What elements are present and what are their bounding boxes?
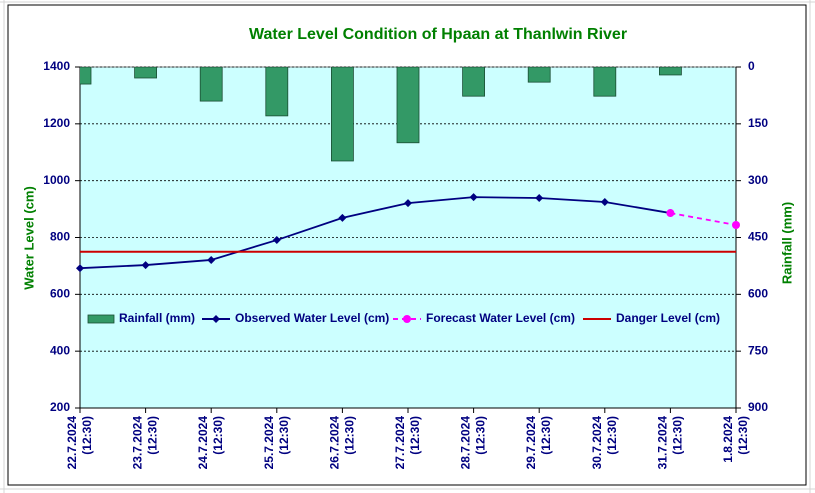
- bar: [265, 67, 289, 117]
- y2-tick-label: 750: [748, 343, 768, 357]
- legend-marker: [212, 315, 220, 323]
- marker: [338, 213, 347, 222]
- chart-title: Water Level Condition of Hpaan at Thanlw…: [249, 26, 627, 43]
- x-tick-label: 23.7.2024(12:30): [131, 416, 160, 470]
- x-tick-label: 31.7.2024(12:30): [656, 416, 685, 470]
- bar: [527, 67, 551, 83]
- bar: [659, 67, 682, 76]
- y2-tick-label: 600: [748, 287, 768, 301]
- y-tick-label: 1400: [43, 59, 70, 73]
- legend-label: Observed Water Level (cm): [235, 311, 389, 325]
- marker: [272, 236, 281, 245]
- x-tick-label: 29.7.2024(12:30): [524, 416, 553, 470]
- x-tick-label: 27.7.2024(12:30): [393, 416, 422, 470]
- legend-label: Rainfall (mm): [119, 311, 195, 325]
- x-tick-label: 25.7.2024(12:30): [262, 416, 291, 470]
- bar: [396, 67, 420, 144]
- legend-swatch: [87, 314, 115, 324]
- y-tick-label: 400: [50, 343, 70, 357]
- line: [670, 212, 736, 226]
- marker: [600, 197, 609, 206]
- marker: [76, 264, 84, 273]
- y2-tick-label: 900: [748, 400, 768, 414]
- y2-tick-label: 450: [748, 230, 768, 244]
- legend-marker: [403, 315, 411, 323]
- marker: [666, 209, 675, 218]
- marker: [469, 193, 478, 202]
- y2-axis-label: Rainfall (mm): [779, 202, 794, 284]
- x-tick-label: 1.8.2024(12:30): [721, 416, 750, 463]
- marker: [141, 261, 150, 270]
- bar: [593, 67, 617, 97]
- y-tick-label: 1000: [43, 173, 70, 187]
- marker: [207, 255, 216, 264]
- y-axis-label: Water Level (cm): [21, 186, 36, 290]
- y-tick-label: 1200: [43, 116, 70, 130]
- bar: [80, 67, 92, 85]
- y2-tick-label: 0: [748, 59, 755, 73]
- y2-tick-label: 150: [748, 116, 768, 130]
- bar: [134, 67, 158, 79]
- series-group: [80, 67, 736, 270]
- marker: [535, 194, 544, 203]
- y-tick-label: 200: [50, 400, 70, 414]
- marker: [732, 220, 740, 229]
- x-tick-label: 24.7.2024(12:30): [196, 416, 225, 470]
- x-tick-label: 30.7.2024(12:30): [590, 416, 619, 470]
- line: [80, 196, 671, 270]
- y2-tick-label: 300: [748, 173, 768, 187]
- bar: [330, 67, 354, 162]
- y-tick-label: 800: [50, 230, 70, 244]
- y-tick-label: 600: [50, 287, 70, 301]
- bar: [462, 67, 486, 97]
- x-tick-label: 26.7.2024(12:30): [328, 416, 357, 470]
- x-tick-label: 22.7.2024(12:30): [65, 416, 94, 470]
- bar: [199, 67, 223, 102]
- legend-label: Danger Level (cm): [616, 311, 720, 325]
- x-tick-label: 28.7.2024(12:30): [459, 416, 488, 470]
- marker: [404, 199, 412, 208]
- legend-label: Forecast Water Level (cm): [426, 311, 575, 325]
